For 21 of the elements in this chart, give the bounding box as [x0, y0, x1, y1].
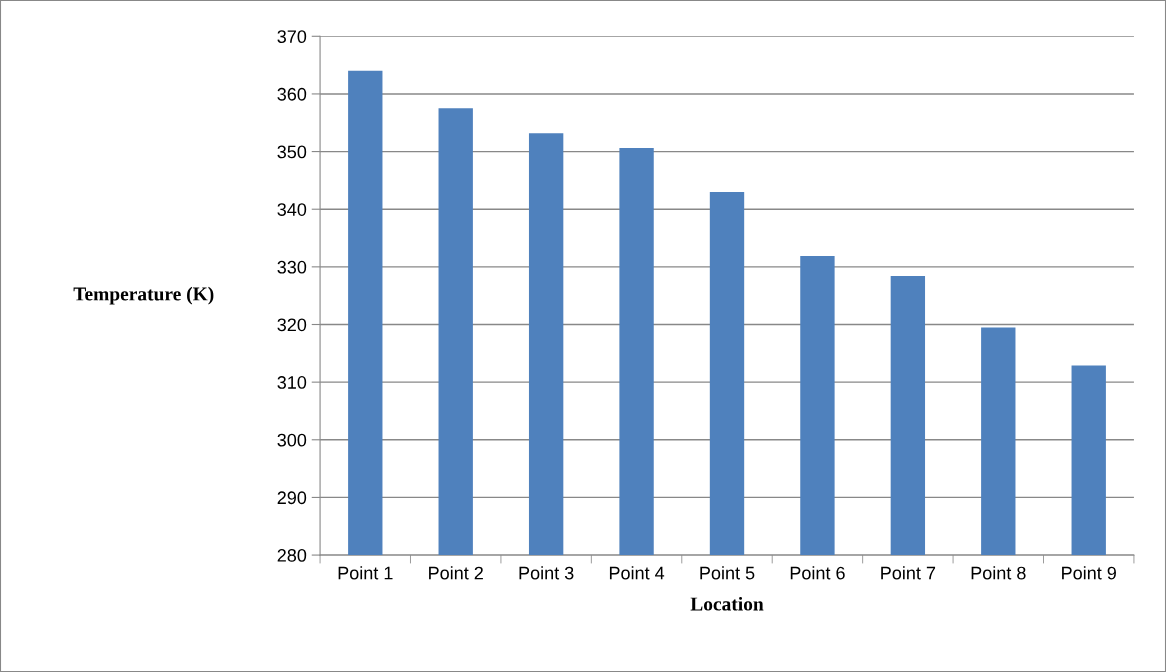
y-tick-label: 350	[277, 145, 307, 159]
x-axis-title: Location	[690, 596, 764, 611]
x-tick-label: Point 6	[790, 566, 845, 580]
y-tick-label: 360	[277, 87, 307, 101]
y-tick-label: 320	[277, 318, 307, 332]
x-tick-label: Point 4	[609, 566, 665, 580]
x-tick-label: Point 8	[971, 566, 1026, 580]
x-tick-label: Point 1	[338, 566, 393, 580]
x-tick-label: Point 9	[1062, 566, 1116, 580]
y-tick-label: 340	[277, 203, 307, 216]
y-tick-label: 280	[277, 549, 307, 562]
y-tick-label: 310	[277, 376, 307, 389]
y-tick-label: 300	[277, 433, 307, 447]
y-tick-label: 370	[277, 30, 307, 44]
x-tick-label: Point 2	[429, 566, 483, 580]
x-tick-label: Point 5	[700, 566, 755, 580]
y-axis-title: Temperature (K)	[73, 286, 214, 305]
x-tick-label: Point 3	[519, 566, 574, 580]
y-tick-label: 290	[277, 491, 307, 505]
x-tick-label: Point 7	[881, 566, 936, 580]
y-tick-label: 330	[277, 260, 307, 274]
